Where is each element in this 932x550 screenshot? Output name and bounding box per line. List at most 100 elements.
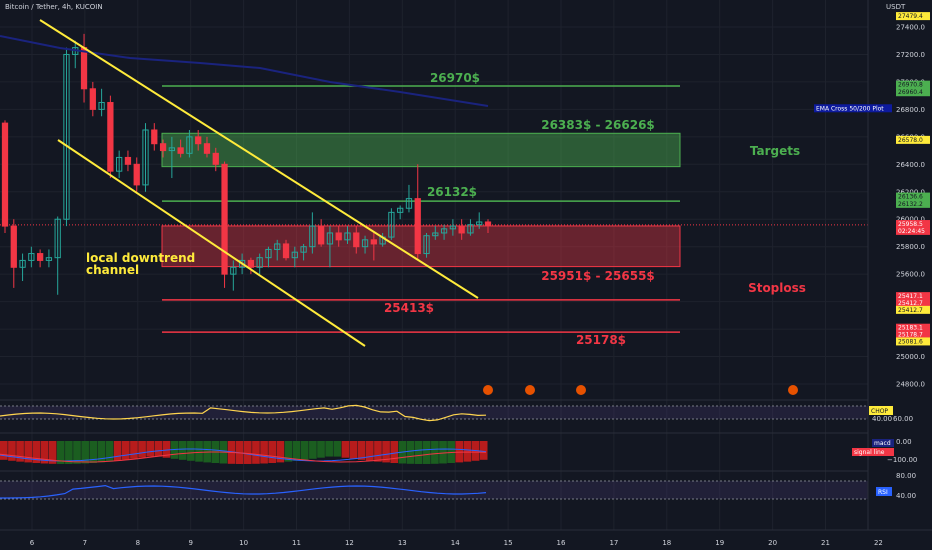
time-tick: 7 [83, 539, 87, 547]
candle-body [159, 143, 167, 152]
macd-bar [73, 441, 81, 464]
target-low-label: 26132$ [427, 185, 477, 199]
macd-bar [382, 441, 390, 463]
event-icon[interactable] [576, 385, 586, 395]
candle-body [265, 248, 272, 259]
candle-body [230, 266, 237, 275]
macd-tick-0: 0.00 [896, 438, 912, 446]
event-icon[interactable] [525, 385, 535, 395]
candle-body [449, 225, 457, 230]
channel-upper-line[interactable] [39, 19, 479, 299]
candle-body [440, 228, 448, 234]
time-tick: 17 [609, 539, 618, 547]
macd-tick-neg100: −100.00 [887, 456, 917, 464]
time-tick: 12 [345, 539, 354, 547]
price-tag [896, 135, 930, 144]
candle-body [405, 198, 413, 209]
symbol-title: Bitcoin / Tether, 4h, KUCOIN [5, 3, 103, 11]
macd-bar [300, 441, 309, 460]
price-axis[interactable]: 27400.027200.027000.026800.026600.026400… [814, 0, 932, 550]
price-tag-label: 26970.8 [898, 82, 923, 89]
channel-annotation-line2: channel [86, 263, 139, 277]
candle-body [116, 156, 123, 172]
macd-bar [195, 441, 203, 462]
macd-bar [0, 441, 8, 460]
candle-body [326, 232, 334, 245]
candle-body [45, 257, 53, 261]
target-zone-label: 26383$ - 26626$ [541, 118, 655, 132]
price-tag-label: 25178.7 [898, 332, 923, 339]
macd-bar [178, 441, 187, 460]
macd-bar [341, 441, 350, 458]
macd-bar [24, 441, 33, 463]
price-tick: 27200.0 [896, 51, 925, 59]
price-tag-label: 25081.6 [898, 338, 923, 345]
macd-bar [422, 441, 431, 464]
candle-body [432, 232, 439, 237]
macd-bar [439, 441, 447, 464]
price-tag [896, 199, 930, 208]
price-tag [896, 292, 930, 301]
event-icons[interactable] [483, 385, 798, 395]
candle-body [54, 218, 61, 259]
macd-bar [252, 441, 260, 464]
price-tag-label: 27479.4 [898, 13, 923, 20]
stop-zone [161, 225, 681, 268]
price-tag-label: 26960.4 [898, 89, 923, 96]
chop-tag-label: CHOP [871, 408, 888, 415]
macd-bar [16, 441, 24, 462]
currency-label: USDT [886, 3, 906, 11]
macd-bar [390, 441, 399, 464]
macd-bar [122, 441, 130, 460]
candle-body [177, 147, 184, 154]
candle-body [186, 136, 193, 154]
price-tag [896, 226, 930, 235]
candle-body [291, 251, 298, 259]
rsi-tag-label: RSI [878, 489, 888, 496]
time-axis[interactable]: 6 7 8 9 10 11 12 13 14 15 16 17 18 19 20 21 22 [0, 529, 932, 547]
macd-bar [48, 441, 57, 464]
candle-body [467, 224, 474, 234]
signal-line [0, 451, 487, 463]
price-tick: 26800.0 [896, 106, 925, 114]
candle-body [10, 225, 17, 268]
event-icon[interactable] [788, 385, 798, 395]
macd-bar [463, 441, 472, 462]
macd-bar [40, 441, 49, 464]
macd-bar [333, 441, 342, 457]
macd-bar [154, 441, 163, 457]
macd-bar [56, 441, 65, 464]
candle-body [309, 225, 316, 248]
macd-bar [414, 441, 423, 464]
candle-body [397, 207, 404, 213]
channel-lower-line[interactable] [57, 139, 366, 347]
price-tick: 25600.0 [896, 271, 925, 279]
event-icon[interactable] [483, 385, 493, 395]
candle-body [484, 221, 492, 226]
price-tag-label: 26132.2 [898, 201, 923, 208]
stop-zone-label: 25951$ - 25655$ [541, 269, 655, 283]
time-tick: 11 [292, 539, 301, 547]
time-tick: 15 [504, 539, 513, 547]
rsi-pane [0, 470, 868, 500]
candle-body [476, 221, 483, 226]
macd-bar [89, 441, 98, 464]
macd-bar [244, 441, 252, 464]
time-tick: 21 [821, 539, 830, 547]
macd-tag-label: macd [874, 440, 891, 447]
price-tag-label: 25958.5 [898, 221, 923, 228]
macd-bar [317, 441, 325, 458]
candle-body [107, 102, 114, 172]
macd-bar [309, 441, 317, 459]
price-tag-label: 25412.7 [898, 300, 923, 307]
macd-bar [187, 441, 195, 461]
price-tag [896, 330, 930, 339]
price-tag-label: 25417.1 [898, 293, 923, 300]
chop-line [0, 404, 487, 422]
time-tick: 14 [451, 539, 460, 547]
price-tag-label: 26578.0 [898, 137, 923, 144]
candle-body [19, 259, 26, 268]
price-tick: 25000.0 [896, 353, 925, 361]
candle-body [28, 253, 35, 261]
